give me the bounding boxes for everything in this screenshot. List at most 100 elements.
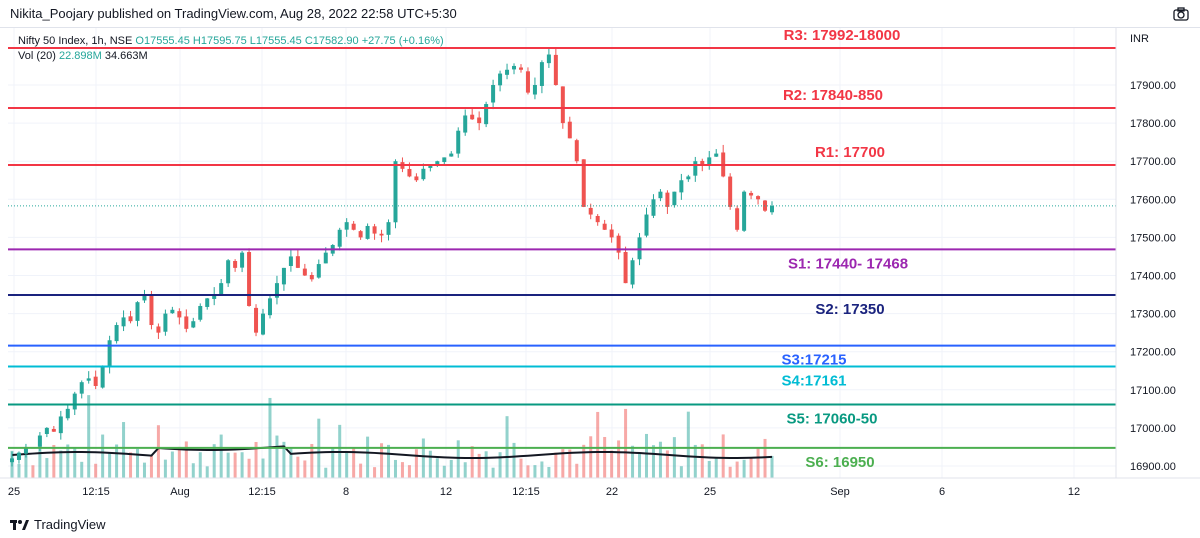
- candle-body: [560, 86, 565, 124]
- volume-bar: [631, 445, 635, 478]
- candle-body: [609, 229, 614, 238]
- price-chart[interactable]: R3: 17992-1800017992.20R2: 17840-8501783…: [0, 28, 1200, 510]
- volume-bar: [700, 444, 704, 478]
- levels: R3: 17992-1800017992.20R2: 17840-8501783…: [8, 28, 1187, 471]
- chart-legend: Nifty 50 Index, 1h, NSE O17555.45 H17595…: [18, 34, 444, 64]
- candle-body: [233, 260, 238, 268]
- volume-bar: [679, 466, 683, 478]
- candle-body: [107, 340, 112, 367]
- candle-body: [574, 140, 579, 162]
- volume-bar: [449, 459, 453, 478]
- volume-bar: [177, 446, 181, 478]
- candle-body: [651, 199, 656, 216]
- price-tick-label: 17400.00: [1130, 271, 1176, 283]
- level-label: R1: 17700: [815, 144, 885, 161]
- tradingview-brand: TradingView: [34, 517, 106, 532]
- volume-bar: [233, 452, 237, 478]
- candle-body: [302, 268, 307, 276]
- volume-bar: [59, 450, 63, 478]
- candle-body: [658, 191, 663, 199]
- candle-body: [44, 427, 49, 434]
- candle-body: [86, 378, 91, 381]
- candle-body: [512, 65, 517, 70]
- volume-bar: [575, 463, 579, 478]
- camera-icon[interactable]: [1172, 5, 1190, 23]
- candle-body: [421, 168, 426, 180]
- volume-value-1: 22.898M: [58, 50, 102, 62]
- candle-body: [525, 71, 530, 93]
- volume-bar: [763, 438, 767, 478]
- candle-body: [37, 435, 42, 447]
- candle-body: [602, 223, 607, 230]
- volume-bar: [247, 458, 251, 478]
- volume-bar: [561, 449, 565, 478]
- candle-body: [442, 157, 447, 163]
- candle-body: [184, 316, 189, 329]
- candle-body: [281, 267, 286, 285]
- volume-bar: [45, 458, 49, 478]
- tradingview-logo[interactable]: TradingView: [10, 517, 106, 532]
- candle-body: [749, 192, 754, 196]
- volume-bar: [268, 397, 272, 478]
- volume-bar: [714, 456, 718, 478]
- volume-value-2: 34.663M: [104, 50, 148, 62]
- level-label: R2: 17840-850: [783, 87, 883, 104]
- candle-body: [16, 452, 21, 460]
- volume-bar: [735, 461, 739, 478]
- candle-body: [316, 264, 321, 278]
- candle-body: [735, 208, 740, 230]
- candle-body: [491, 85, 496, 103]
- volume-bar: [17, 463, 21, 478]
- price-axis: INR 16900.00 17000.00 17100.00 17200.00 17300…: [1115, 28, 1200, 510]
- volume-bar: [512, 442, 516, 478]
- volume-bar: [254, 441, 258, 478]
- time-tick-label: 25: [8, 486, 20, 498]
- volume-bar: [52, 444, 56, 478]
- candle-body: [756, 196, 761, 200]
- price-axis-bg: [1116, 28, 1200, 510]
- candle-body: [365, 225, 370, 239]
- candle-body: [498, 73, 503, 86]
- time-tick-label: 12:15: [82, 486, 110, 498]
- volume-bar: [491, 467, 495, 478]
- volume-bar: [498, 452, 502, 478]
- volume-bar: [184, 441, 188, 478]
- volume-bar: [470, 446, 474, 478]
- candle-body: [23, 446, 28, 454]
- candle-body: [114, 325, 119, 342]
- volume-bar: [407, 465, 411, 478]
- candle-body: [58, 416, 63, 434]
- candle-body: [226, 260, 231, 284]
- volume-bar: [73, 448, 77, 478]
- volume-bar: [352, 447, 356, 478]
- volume-bar: [393, 459, 397, 478]
- candle-body: [51, 428, 56, 432]
- volume-bar: [686, 411, 690, 478]
- volume-bar: [108, 453, 112, 478]
- volume-bar: [435, 458, 439, 478]
- volume-bar: [101, 434, 105, 478]
- volume-bar: [742, 459, 746, 478]
- price-tick-label: 17600.00: [1130, 194, 1176, 206]
- volume-bar: [345, 452, 349, 478]
- candle-body: [379, 233, 384, 236]
- volume-bar: [87, 395, 91, 478]
- volume-bar: [226, 452, 230, 478]
- candle-body: [393, 161, 398, 223]
- volume-bar: [540, 461, 544, 478]
- candle-body: [686, 176, 691, 180]
- candle-body: [358, 231, 363, 238]
- volume-bar: [198, 452, 202, 478]
- volume-bar: [693, 444, 697, 478]
- time-tick-label: 12:15: [512, 486, 540, 498]
- candle-body: [351, 223, 356, 230]
- candle-body: [456, 130, 461, 154]
- candle-body: [665, 192, 670, 207]
- candle-body: [205, 298, 210, 307]
- candle-body: [65, 408, 70, 419]
- candle-body: [707, 157, 712, 165]
- candle-body: [553, 54, 558, 85]
- volume-bar: [582, 444, 586, 478]
- volume-bar: [31, 465, 35, 478]
- candle-body: [435, 161, 440, 165]
